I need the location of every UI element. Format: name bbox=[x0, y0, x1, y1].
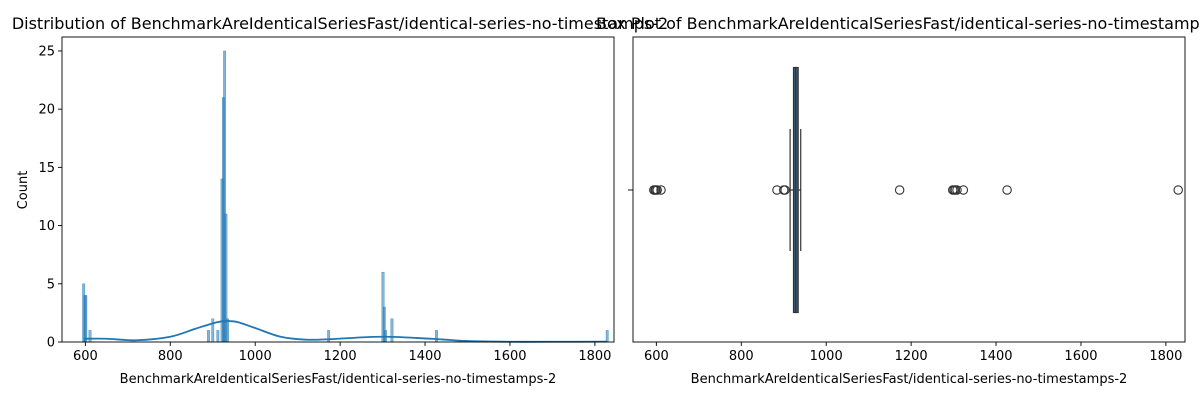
y-tick-label: 0 bbox=[47, 336, 55, 351]
x-tick-label: 800 bbox=[729, 349, 754, 364]
outlier-point bbox=[958, 185, 969, 195]
boxplot-x-label: BenchmarkAreIdenticalSeriesFast/identica… bbox=[691, 372, 1128, 387]
histogram-bar bbox=[226, 318, 229, 343]
histogram-bar bbox=[390, 318, 394, 343]
histogram-axes-frame bbox=[61, 36, 615, 343]
x-tick-label: 1800 bbox=[578, 349, 611, 364]
x-tick-label: 1000 bbox=[810, 349, 843, 364]
x-tick-label: 800 bbox=[158, 349, 183, 364]
histogram-x-ticks: 600 800 1000 1200 1400 1600 1800 bbox=[73, 342, 611, 364]
histogram-panel: Distribution of BenchmarkAreIdenticalSer… bbox=[12, 14, 668, 387]
histogram-y-label: Count bbox=[16, 171, 31, 210]
histogram-bar bbox=[216, 330, 220, 343]
histogram-bar bbox=[207, 330, 210, 343]
outlier-point bbox=[952, 185, 962, 195]
boxplot-panel: Box Plot of BenchmarkAreIdenticalSeriesF… bbox=[596, 14, 1200, 387]
histogram-y-ticks: 0 5 10 15 20 25 bbox=[38, 44, 62, 351]
boxplot-axes-frame bbox=[632, 36, 1186, 343]
x-tick-label: 1200 bbox=[324, 349, 357, 364]
histogram-bars bbox=[82, 50, 609, 343]
histogram-bar bbox=[605, 330, 609, 343]
histogram-title: Distribution of BenchmarkAreIdenticalSer… bbox=[12, 14, 668, 33]
x-tick-label: 1000 bbox=[239, 349, 272, 364]
outlier-point bbox=[780, 185, 790, 195]
outlier-point bbox=[652, 185, 662, 195]
histogram-bar bbox=[84, 295, 88, 343]
histogram-bar bbox=[327, 330, 331, 343]
outlier-point bbox=[894, 185, 905, 195]
outlier-point bbox=[656, 185, 666, 195]
kde-line bbox=[83, 320, 608, 343]
x-tick-label: 1400 bbox=[979, 349, 1012, 364]
outlier-point bbox=[1002, 185, 1012, 195]
x-tick-label: 1400 bbox=[408, 349, 441, 364]
boxplot-x-ticks: 600 800 1000 1200 1400 1600 1800 bbox=[644, 342, 1182, 364]
y-tick-label: 25 bbox=[38, 44, 55, 59]
x-tick-label: 1800 bbox=[1149, 349, 1182, 364]
boxplot-outliers bbox=[649, 185, 1183, 195]
histogram-bar bbox=[88, 330, 92, 343]
boxplot-elements bbox=[789, 66, 802, 314]
y-tick-label: 15 bbox=[38, 161, 55, 176]
x-tick-label: 600 bbox=[73, 349, 98, 364]
histogram-bar bbox=[435, 330, 438, 343]
histogram-x-label: BenchmarkAreIdenticalSeriesFast/identica… bbox=[120, 372, 557, 387]
y-tick-label: 20 bbox=[38, 103, 55, 118]
x-tick-label: 1200 bbox=[895, 349, 928, 364]
x-tick-label: 1600 bbox=[1064, 349, 1097, 364]
boxplot-title: Box Plot of BenchmarkAreIdenticalSeriesF… bbox=[596, 14, 1200, 33]
x-tick-label: 600 bbox=[644, 349, 669, 364]
y-tick-label: 5 bbox=[47, 277, 55, 292]
y-tick-label: 10 bbox=[38, 219, 55, 234]
x-tick-label: 1600 bbox=[493, 349, 526, 364]
outlier-point bbox=[1173, 185, 1183, 195]
